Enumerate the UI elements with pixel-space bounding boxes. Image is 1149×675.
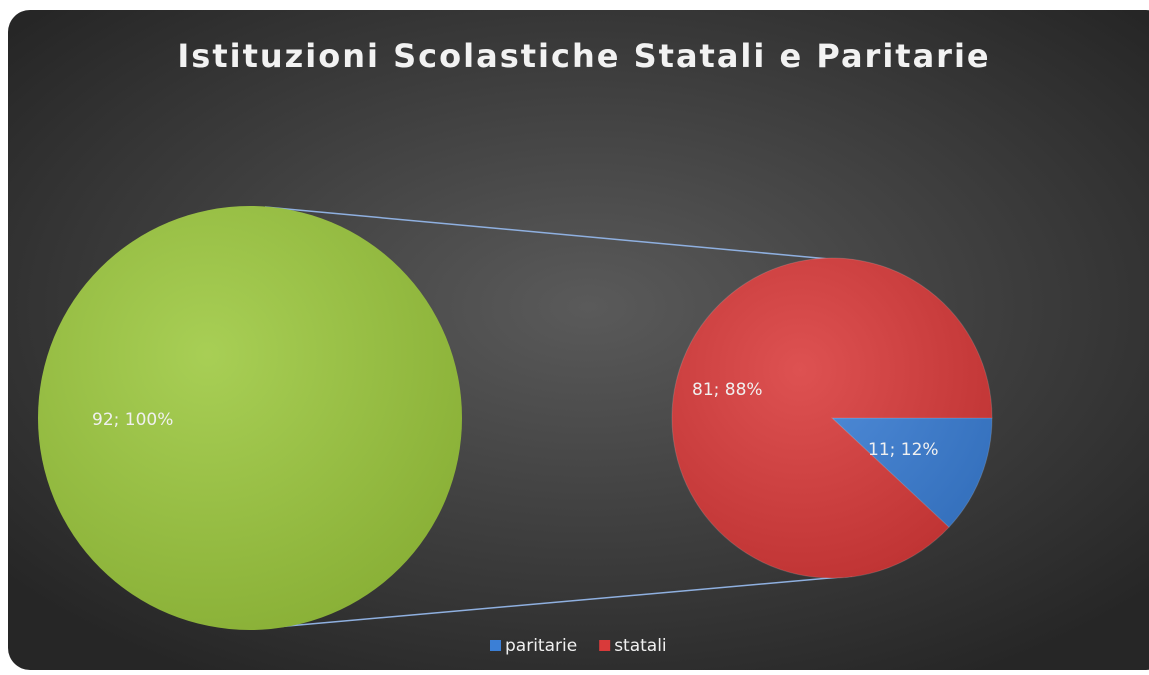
chart-title: Istituzioni Scolastiche Statali e Parita…: [177, 37, 990, 75]
legend-marker: [599, 640, 611, 651]
data-label: 81; 88%: [692, 380, 763, 400]
pie-shade: [38, 206, 462, 630]
connector-line: [264, 575, 853, 629]
data-label: 92; 100%: [92, 410, 173, 430]
data-label: 11; 12%: [868, 440, 939, 460]
legend-marker: [490, 640, 501, 651]
legend-label: paritarie: [505, 636, 577, 656]
connector-line: [264, 206, 841, 261]
pie-shade: [672, 258, 992, 578]
legend-label: statali: [614, 636, 666, 656]
